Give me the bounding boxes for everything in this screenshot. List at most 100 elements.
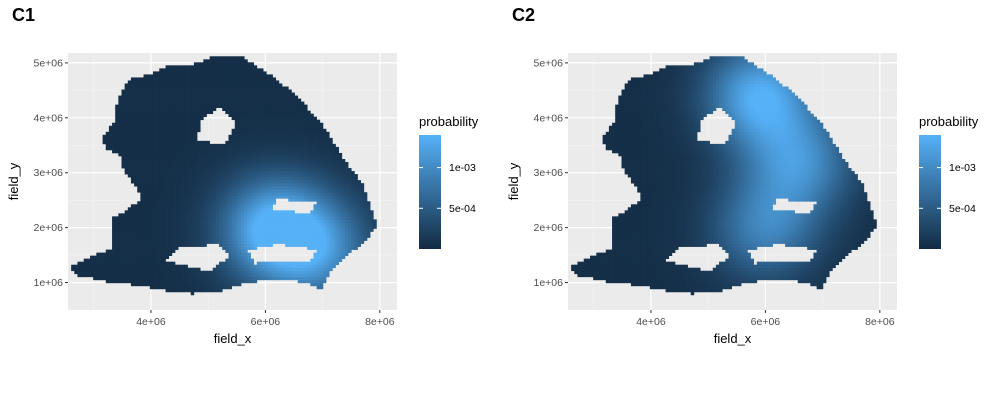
raster-cell [291,171,295,174]
raster-cell [203,198,207,201]
raster-cell [244,280,248,283]
raster-cell [354,241,358,244]
raster-cell [178,186,182,189]
raster-cell [304,111,308,114]
raster-cell [276,168,280,171]
raster-cell [317,156,321,159]
raster-cell [131,93,135,96]
raster-cell [263,126,267,129]
raster-cell [310,165,314,168]
raster-cell [181,80,185,83]
raster-cell [166,192,170,195]
raster-cell [172,90,176,93]
raster-cell [235,241,239,244]
raster-cell [140,111,144,114]
raster-cell [241,138,245,141]
raster-cell [140,168,144,171]
raster-cell [140,141,144,144]
raster-cell [301,129,305,132]
raster-cell [140,198,144,201]
raster-cell [191,108,195,111]
raster-cell [225,192,229,195]
raster-cell [228,228,232,231]
raster-cell [260,87,264,90]
raster-cell [169,141,173,144]
raster-cell [326,174,330,177]
raster-cell [137,111,141,114]
raster-cell [335,153,339,156]
raster-cell [266,156,270,159]
raster-cell [326,247,330,250]
raster-cell [235,228,239,231]
raster-cell [263,222,267,225]
raster-cell [313,198,317,201]
raster-cell [241,277,245,280]
raster-cell [166,234,170,237]
raster-cell [320,183,324,186]
raster-cell [188,277,192,280]
raster-cell [131,96,135,99]
raster-cell [162,150,166,153]
raster-cell [263,108,267,111]
raster-cell [144,222,148,225]
raster-cell [103,271,107,274]
raster-cell [134,222,138,225]
raster-cell [298,108,302,111]
raster-cell [238,192,242,195]
raster-cell [291,180,295,183]
raster-cell [247,271,251,274]
raster-cell [216,286,220,289]
raster-cell [150,234,154,237]
raster-cell [134,234,138,237]
raster-cell [367,201,371,204]
raster-cell [232,90,236,93]
raster-cell [184,289,188,292]
raster-cell [329,186,333,189]
raster-cell [320,189,324,192]
raster-cell [134,225,138,228]
raster-cell [260,183,264,186]
raster-cell [125,111,128,114]
raster-cell [276,159,280,162]
raster-cell [222,213,226,216]
raster-cell [282,93,286,96]
raster-cell [216,207,220,210]
raster-cell [232,253,236,256]
raster-cell [609,250,613,253]
raster-cell [238,204,242,207]
raster-cell [197,117,201,120]
raster-cell [150,93,154,96]
raster-cell [307,156,311,159]
raster-cell [172,126,176,129]
raster-cell [147,96,151,99]
raster-cell [178,177,182,180]
raster-cell [603,262,607,265]
raster-cell [128,253,132,256]
raster-cell [298,225,302,228]
raster-cell [169,219,173,222]
raster-cell [144,195,148,198]
raster-cell [266,80,270,83]
raster-cell [225,105,229,108]
raster-cell [181,87,185,90]
raster-cell [332,150,336,153]
raster-cell [162,234,166,237]
raster-cell [254,177,257,180]
raster-cell [118,244,122,247]
raster-cell [301,150,305,153]
raster-cell [128,159,132,162]
raster-cell [213,150,217,153]
raster-cell [181,241,185,244]
raster-cell [128,268,132,271]
raster-cell [251,165,255,168]
raster-cell [125,241,128,244]
raster-cell [317,210,321,213]
raster-cell [184,186,188,189]
raster-cell [244,192,248,195]
raster-cell [188,129,192,132]
raster-cell [304,177,308,180]
raster-cell [279,159,283,162]
raster-cell [194,132,198,135]
raster-cell [307,123,311,126]
raster-cell [615,256,619,259]
